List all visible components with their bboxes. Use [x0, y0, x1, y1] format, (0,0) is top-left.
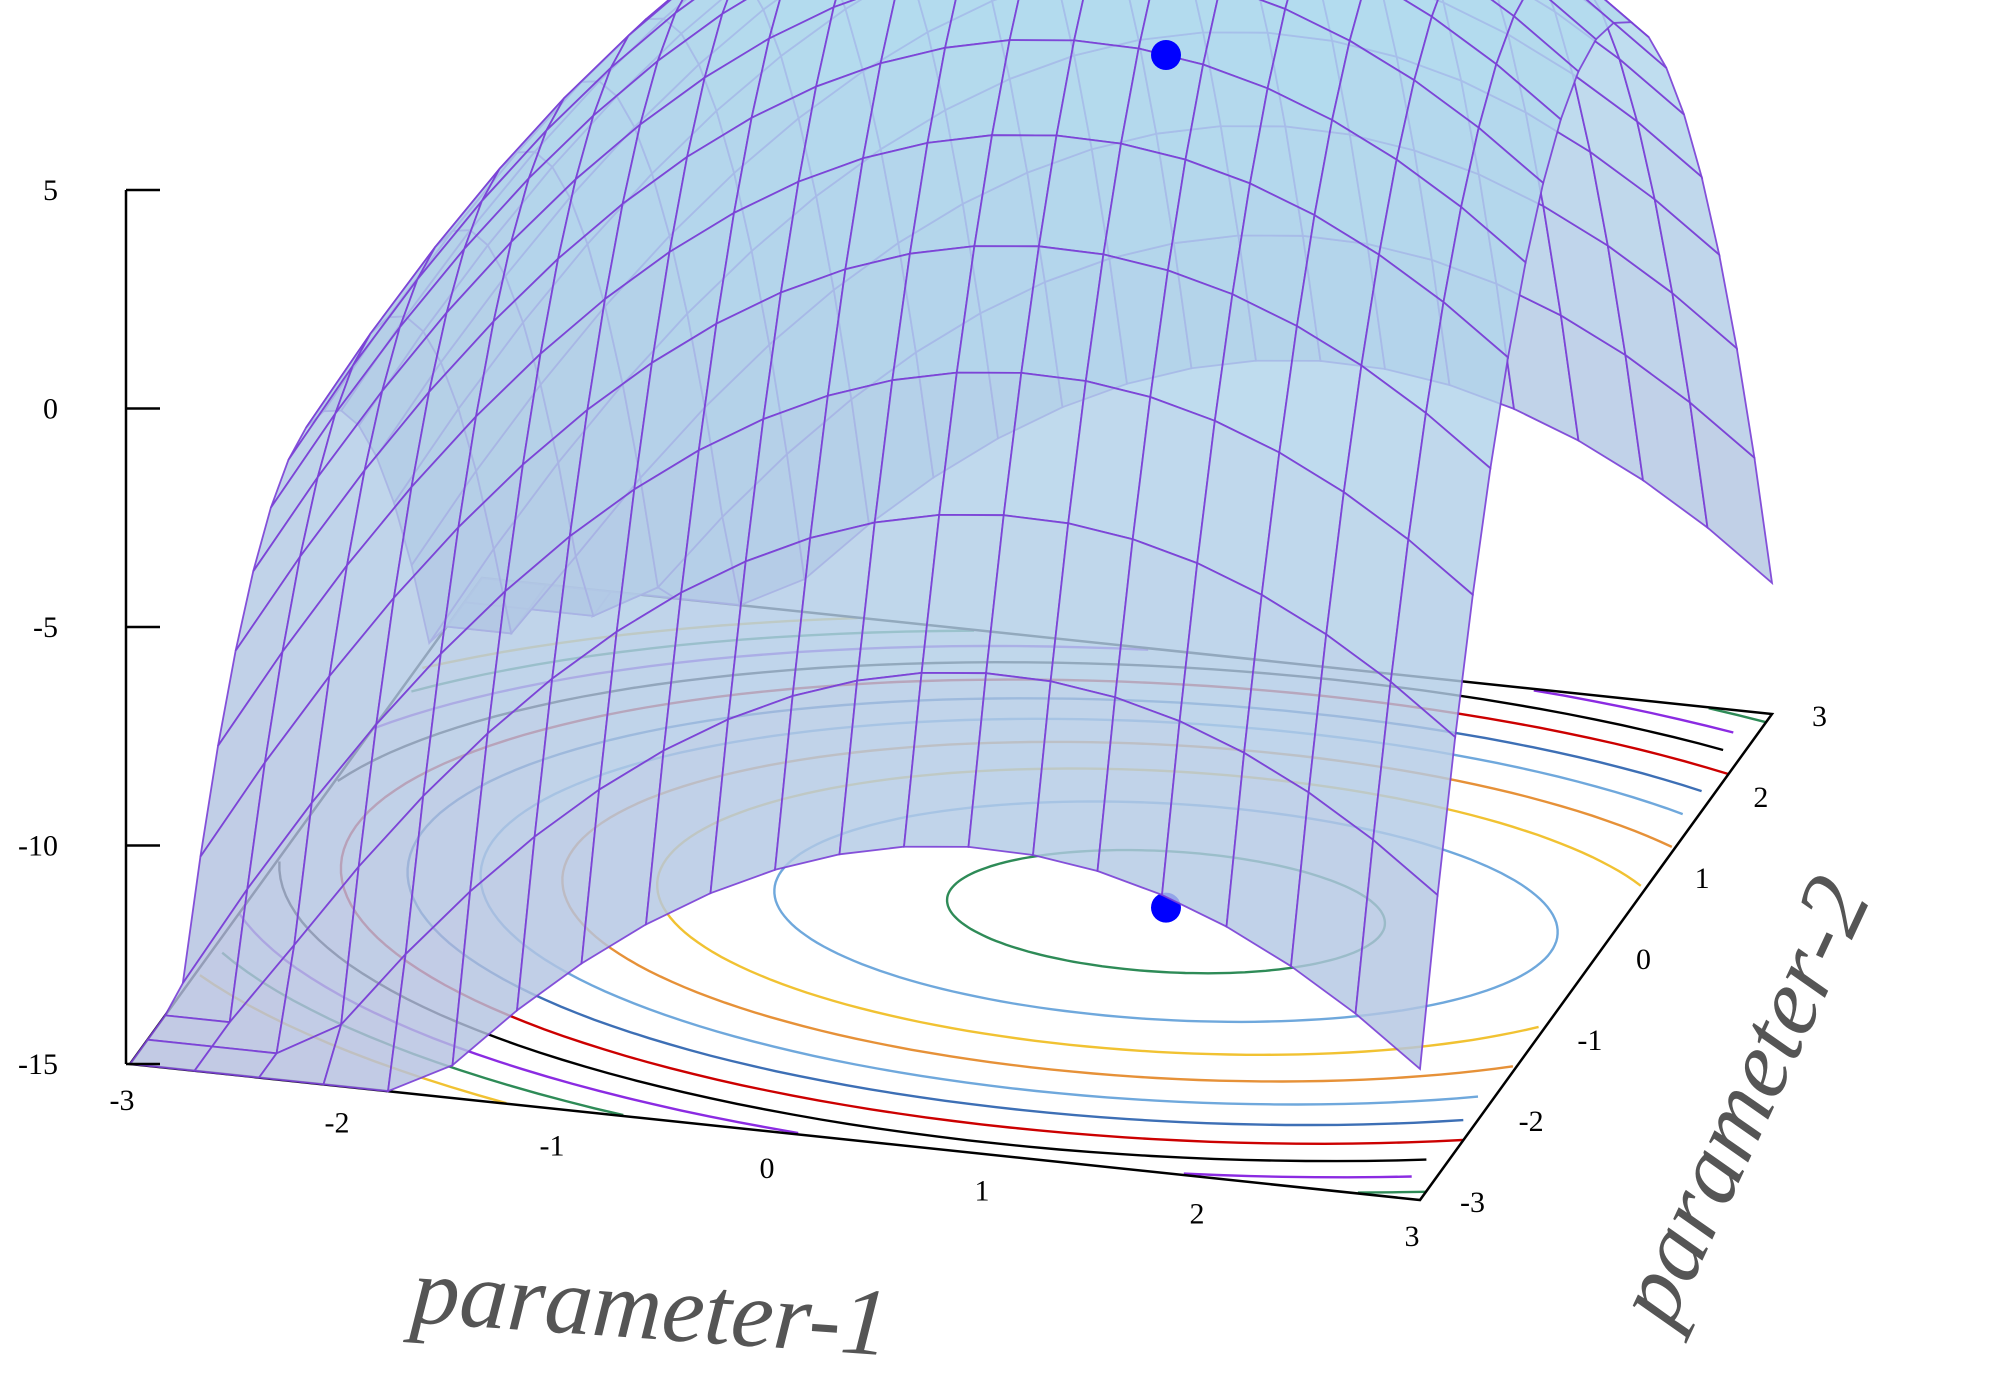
surface-quad — [1354, 837, 1439, 1071]
x-tick-label: 1 — [975, 1175, 990, 1208]
x-tick-label: -1 — [540, 1129, 565, 1162]
y-tick-label: 2 — [1753, 781, 1768, 814]
z-tick-label: -15 — [18, 1048, 58, 1081]
x-tick-label: -2 — [325, 1107, 350, 1140]
y-tick-label: -3 — [1460, 1186, 1485, 1219]
y-tick-label: -1 — [1577, 1024, 1602, 1057]
y-axis-label: parameter-2 — [1590, 860, 1892, 1344]
x-tick-label: 0 — [760, 1152, 775, 1185]
surface-quad — [720, 0, 747, 17]
y-tick-label: 3 — [1812, 700, 1827, 733]
surface-max-point — [1151, 40, 1181, 70]
surface-mesh — [128, 0, 1774, 1093]
x-tick-label: -3 — [110, 1084, 135, 1117]
z-tick-label: -10 — [18, 830, 58, 863]
y-tick-label: 0 — [1636, 943, 1651, 976]
x-axis-label: parameter-1 — [403, 1236, 893, 1374]
y-tick-label: 1 — [1695, 862, 1710, 895]
z-tick-label: 5 — [43, 174, 58, 207]
x-tick-label: 3 — [1405, 1220, 1420, 1253]
z-tick-label: -5 — [33, 611, 58, 644]
y-tick-label: -2 — [1519, 1105, 1544, 1138]
z-tick-label: 0 — [43, 393, 58, 426]
x-tick-label: 2 — [1190, 1197, 1205, 1230]
